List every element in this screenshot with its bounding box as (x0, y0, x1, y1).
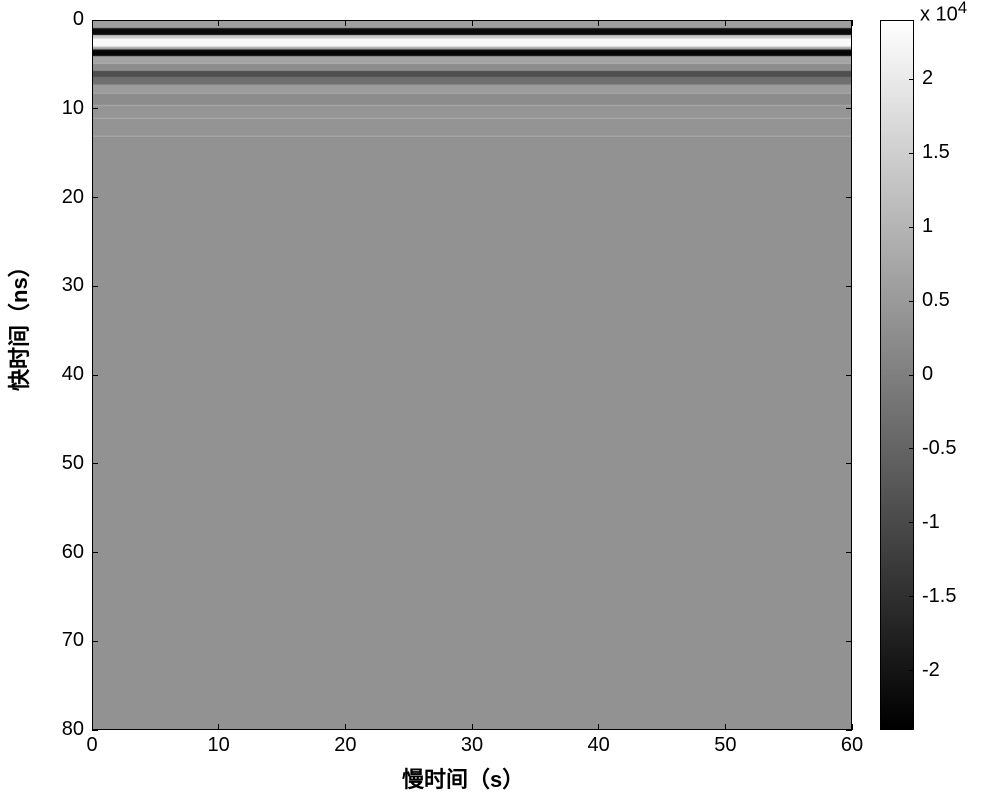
y-tick (846, 463, 852, 464)
colorbar-tick (909, 153, 914, 154)
y-tick (846, 20, 852, 21)
colorbar-tick-label: -2 (922, 659, 940, 682)
y-tick (92, 286, 98, 287)
x-tick (345, 724, 346, 730)
y-tick (846, 641, 852, 642)
y-tick (92, 641, 98, 642)
colorbar-tick (909, 596, 914, 597)
x-tick (345, 20, 346, 26)
x-axis-label: 慢时间（s） (402, 762, 524, 794)
colorbar-tick-label: 0.5 (922, 289, 950, 312)
y-tick (92, 730, 98, 731)
heatmap-plot (92, 20, 852, 730)
colorbar-tick-label: -0.5 (922, 437, 956, 460)
colorbar-tick-label: 1 (922, 215, 933, 238)
x-tick (598, 724, 599, 730)
colorbar-tick (909, 522, 914, 523)
y-tick (92, 552, 98, 553)
x-tick (725, 724, 726, 730)
y-tick-label: 60 (44, 541, 84, 564)
y-tick-label: 70 (44, 629, 84, 652)
y-tick-label: 20 (44, 186, 84, 209)
x-tick (218, 724, 219, 730)
colorbar-tick-label: 0 (922, 363, 933, 386)
y-tick (846, 552, 852, 553)
x-tick (472, 20, 473, 26)
colorbar-tick-label: -1.5 (922, 585, 956, 608)
x-tick-label: 20 (320, 734, 370, 757)
y-tick (846, 730, 852, 731)
y-axis-label: 快时间（ns） (2, 367, 34, 391)
colorbar-tick (909, 448, 914, 449)
y-tick (92, 197, 98, 198)
colorbar-exponent: x 104 (920, 0, 967, 27)
colorbar-tick-label: 2 (922, 67, 933, 90)
x-tick-label: 10 (194, 734, 244, 757)
y-tick (92, 20, 98, 21)
x-tick-label: 40 (574, 734, 624, 757)
y-tick (846, 286, 852, 287)
x-tick-label: 60 (827, 734, 877, 757)
colorbar-tick (909, 375, 914, 376)
figure: 快时间（ns） 慢时间（s） x 104 0 10 20 30 40 50 60 0 10 20 3… (0, 0, 1000, 812)
x-tick (92, 20, 93, 26)
y-tick (92, 108, 98, 109)
colorbar-exp-base: x 10 (920, 4, 958, 26)
y-tick-label: 10 (44, 97, 84, 120)
x-tick (852, 20, 853, 26)
colorbar-tick-label: 1.5 (922, 141, 950, 164)
y-tick (846, 108, 852, 109)
y-tick (846, 197, 852, 198)
x-tick (218, 20, 219, 26)
x-tick (725, 20, 726, 26)
x-tick-label: 30 (447, 734, 497, 757)
y-tick (92, 463, 98, 464)
y-tick-label: 40 (44, 363, 84, 386)
colorbar-tick (909, 79, 914, 80)
y-tick (92, 375, 98, 376)
y-tick (846, 375, 852, 376)
heatmap-canvas (93, 21, 851, 729)
y-tick-label: 30 (44, 274, 84, 297)
x-tick-label: 50 (700, 734, 750, 757)
colorbar-tick (909, 301, 914, 302)
y-tick-label: 80 (44, 718, 84, 741)
x-tick (598, 20, 599, 26)
x-tick (472, 724, 473, 730)
colorbar-exp-sup: 4 (958, 0, 967, 17)
colorbar-tick (909, 670, 914, 671)
colorbar-tick-label: -1 (922, 511, 940, 534)
y-tick-label: 50 (44, 452, 84, 475)
colorbar-tick (909, 227, 914, 228)
y-tick-label: 0 (44, 8, 84, 31)
